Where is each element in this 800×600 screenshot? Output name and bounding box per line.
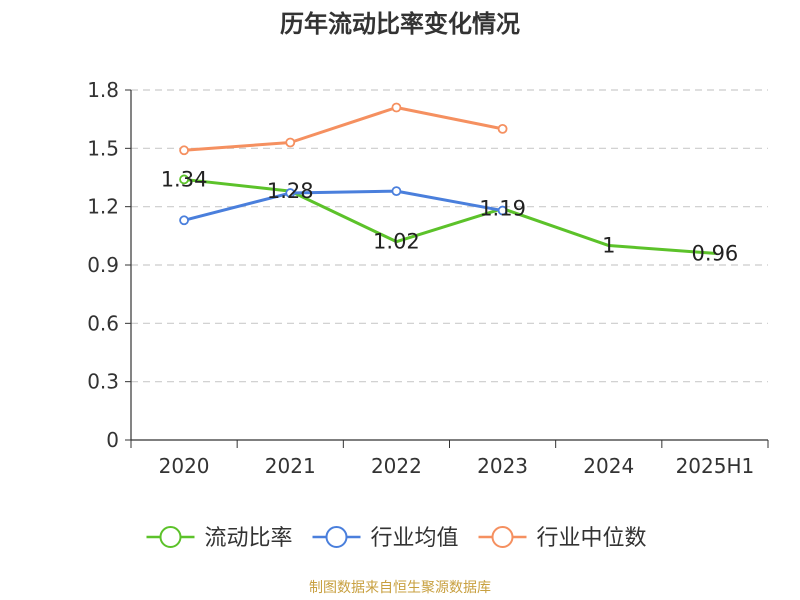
legend-item-1[interactable]: 行业均值 xyxy=(312,526,459,551)
series-line-0 xyxy=(182,177,717,255)
data-point[interactable] xyxy=(285,137,296,148)
data-point[interactable] xyxy=(391,186,402,197)
data-label: 1.19 xyxy=(479,197,526,221)
legend-marker-icon xyxy=(159,526,182,548)
data-label-layer: 1.34 1.28 1.02 1.19 1 0.96 xyxy=(161,167,739,265)
data-label: 1.28 xyxy=(267,179,314,203)
y-tick-label: 0.9 xyxy=(87,253,119,277)
data-point[interactable] xyxy=(497,123,508,134)
data-point[interactable] xyxy=(179,145,189,156)
legend-label: 流动比率 xyxy=(205,526,293,551)
x-tick-label: 2025H1 xyxy=(676,454,755,478)
y-tick-label: 0.6 xyxy=(87,311,119,335)
legend-label: 行业均值 xyxy=(371,526,459,551)
x-tick-label: 2023 xyxy=(477,454,528,478)
source-note: 制图数据来自恒生聚源数据库 xyxy=(309,580,491,596)
data-point[interactable] xyxy=(285,188,296,198)
data-point[interactable] xyxy=(497,205,508,216)
legend-item-2[interactable]: 行业中位数 xyxy=(478,526,647,551)
legend-marker-icon xyxy=(491,526,514,548)
y-tick-label: 0 xyxy=(106,428,119,452)
x-tick-label: 2020 xyxy=(159,454,210,478)
y-tick-label: 1.2 xyxy=(87,195,119,219)
legend-marker-icon xyxy=(325,526,348,548)
series-line-2 xyxy=(182,106,505,152)
x-tick-label: 2021 xyxy=(265,454,316,478)
y-tick-label: 1.5 xyxy=(87,136,119,160)
chart-title: 历年流动比率变化情况 xyxy=(280,10,520,38)
series-line-1 xyxy=(182,189,505,222)
x-tick-label: 2024 xyxy=(583,454,634,478)
data-point[interactable] xyxy=(179,215,189,226)
legend-label: 行业中位数 xyxy=(537,526,647,551)
data-label: 0.96 xyxy=(692,241,739,265)
data-label: 1.02 xyxy=(373,230,420,254)
legend[interactable]: 流动比率 行业均值 行业中位数 xyxy=(146,526,647,551)
legend-item-0[interactable]: 流动比率 xyxy=(146,526,293,551)
grid-layer xyxy=(131,89,768,383)
data-point[interactable] xyxy=(179,174,189,185)
y-tick-label: 0.3 xyxy=(87,370,119,394)
data-label: 1.34 xyxy=(161,167,208,191)
series-layer xyxy=(179,102,717,255)
data-point[interactable] xyxy=(391,102,402,113)
axis-layer: 0 0.3 0.6 0.9 1.2 1.5 1.8 2020 2021 2022 2023 2024 2… xyxy=(87,78,769,478)
data-label: 1 xyxy=(602,234,615,258)
y-tick-label: 1.8 xyxy=(87,78,119,102)
x-tick-label: 2022 xyxy=(371,454,422,478)
